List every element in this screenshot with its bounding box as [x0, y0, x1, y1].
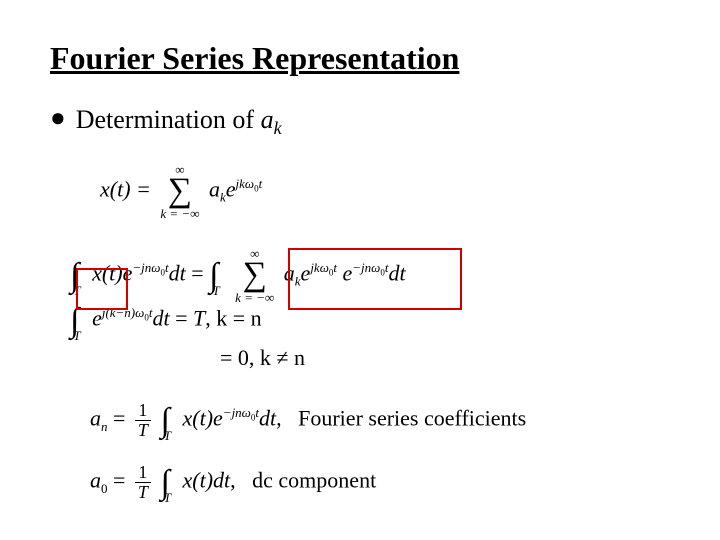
highlight-box-sum: [288, 248, 462, 310]
math-container: x(t) = ∞ ∑ k = −∞ akejkω0t ∫T x(t)e−jnω0…: [80, 155, 670, 515]
eq-xt-definition: x(t) = ∞ ∑ k = −∞ akejkω0t: [100, 163, 262, 220]
fraction: 1 T: [135, 463, 151, 502]
eq-orthogonality-line2: = 0, k ≠ n: [220, 345, 305, 371]
ak-symbol: ak: [261, 105, 282, 134]
label-dc-component: dc component: [252, 468, 376, 493]
slide-title: Fourier Series Representation: [50, 40, 670, 77]
summation-symbol: ∞ ∑ k = −∞: [160, 163, 199, 220]
bullet-icon: ●: [50, 103, 66, 132]
bullet-text: Determination of: [76, 105, 261, 134]
slide: Fourier Series Representation ● Determina…: [0, 0, 720, 540]
highlight-box-xt: [76, 268, 128, 310]
summation-symbol: ∞ ∑ k = −∞: [235, 247, 274, 304]
eq-an-formula: an = 1 T ∫T x(t)e−jnω0tdt, Fourier serie…: [90, 401, 526, 440]
bullet-determination: ● Determination of ak: [50, 105, 670, 139]
eq-a0-formula: a0 = 1 T ∫T x(t)dt, dc component: [90, 463, 376, 502]
label-fourier-coefficients: Fourier series coefficients: [298, 406, 526, 431]
fraction: 1 T: [135, 401, 151, 440]
